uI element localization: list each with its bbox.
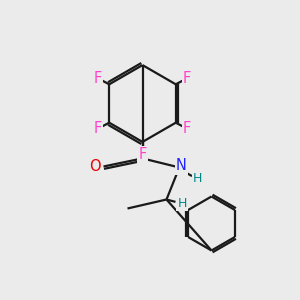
Text: F: F [183,121,191,136]
Text: F: F [94,71,102,86]
Text: F: F [138,147,147,162]
Text: F: F [183,71,191,86]
Text: F: F [94,121,102,136]
Text: N: N [176,158,187,173]
Text: H: H [177,196,187,210]
Text: O: O [89,159,101,174]
Text: H: H [193,172,202,185]
